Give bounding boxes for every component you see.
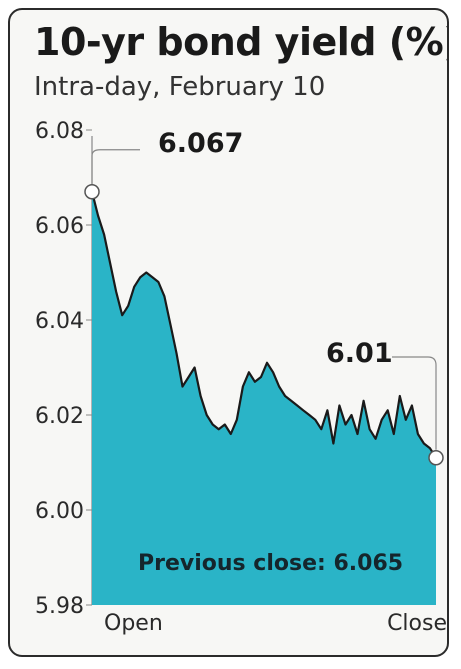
y-tick-label: 6.06: [35, 214, 84, 239]
y-tick-label: 6.00: [35, 499, 84, 524]
yield-area: [92, 191, 436, 605]
y-tick-label: 5.98: [35, 594, 84, 619]
chart-title: 10-yr bond yield (%): [34, 20, 449, 64]
chart-subtitle: Intra-day, February 10: [34, 72, 326, 102]
open-point-marker: [84, 184, 100, 200]
open-value-label: 6.067: [158, 128, 243, 159]
x-label-close: Close: [387, 611, 447, 636]
previous-close-label: Previous close: 6.065: [138, 551, 403, 576]
x-label-open: Open: [104, 611, 163, 636]
open-callout-line: [91, 149, 140, 184]
close-callout-line: [392, 356, 437, 450]
yield-line: [90, 191, 437, 459]
y-tick-label: 6.08: [35, 119, 84, 144]
y-tick-label: 6.02: [35, 404, 84, 429]
close-point-marker: [428, 450, 444, 466]
y-tick-label: 6.04: [35, 309, 84, 334]
close-value-label: 6.01: [326, 338, 393, 369]
